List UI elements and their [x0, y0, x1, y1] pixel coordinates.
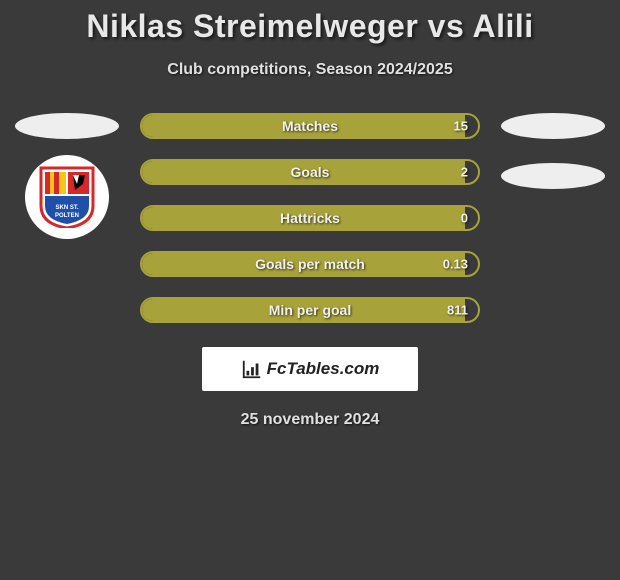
page-title: Niklas Streimelweger vs Alili: [0, 8, 620, 45]
stat-label: Hattricks: [280, 210, 340, 226]
club-badge-left: SKN ST. POLTEN: [25, 155, 109, 239]
stat-value: 811: [447, 303, 468, 318]
stat-value: 0.13: [443, 257, 468, 272]
stat-bar: Min per goal 811: [140, 297, 480, 323]
stat-value: 2: [461, 165, 468, 180]
club-shield-icon: SKN ST. POLTEN: [39, 166, 95, 228]
player-placeholder-right-2: [501, 163, 605, 189]
stat-label: Min per goal: [269, 302, 351, 318]
branding-text: FcTables.com: [267, 359, 380, 379]
branding-box[interactable]: FcTables.com: [202, 347, 418, 391]
right-column: [498, 113, 608, 189]
chart-icon: [241, 358, 263, 380]
subtitle: Club competitions, Season 2024/2025: [0, 61, 620, 79]
stat-bar: Goals per match 0.13: [140, 251, 480, 277]
stat-value: 0: [461, 211, 468, 226]
comparison-row: SKN ST. POLTEN Matches 15 Goals 2 Hattricks 0…: [0, 113, 620, 323]
stat-bar: Hattricks 0: [140, 205, 480, 231]
player-placeholder-right-1: [501, 113, 605, 139]
stat-bar: Matches 15: [140, 113, 480, 139]
stat-label: Goals per match: [255, 256, 365, 272]
date-text: 25 november 2024: [0, 411, 620, 429]
left-column: SKN ST. POLTEN: [12, 113, 122, 239]
stat-label: Goals: [291, 164, 330, 180]
svg-text:POLTEN: POLTEN: [55, 213, 79, 219]
player-placeholder-left: [15, 113, 119, 139]
stat-bar: Goals 2: [140, 159, 480, 185]
stat-label: Matches: [282, 118, 338, 134]
stat-value: 15: [454, 119, 468, 134]
svg-text:SKN ST.: SKN ST.: [55, 205, 78, 211]
stats-list: Matches 15 Goals 2 Hattricks 0 Goals per match…: [140, 113, 480, 323]
